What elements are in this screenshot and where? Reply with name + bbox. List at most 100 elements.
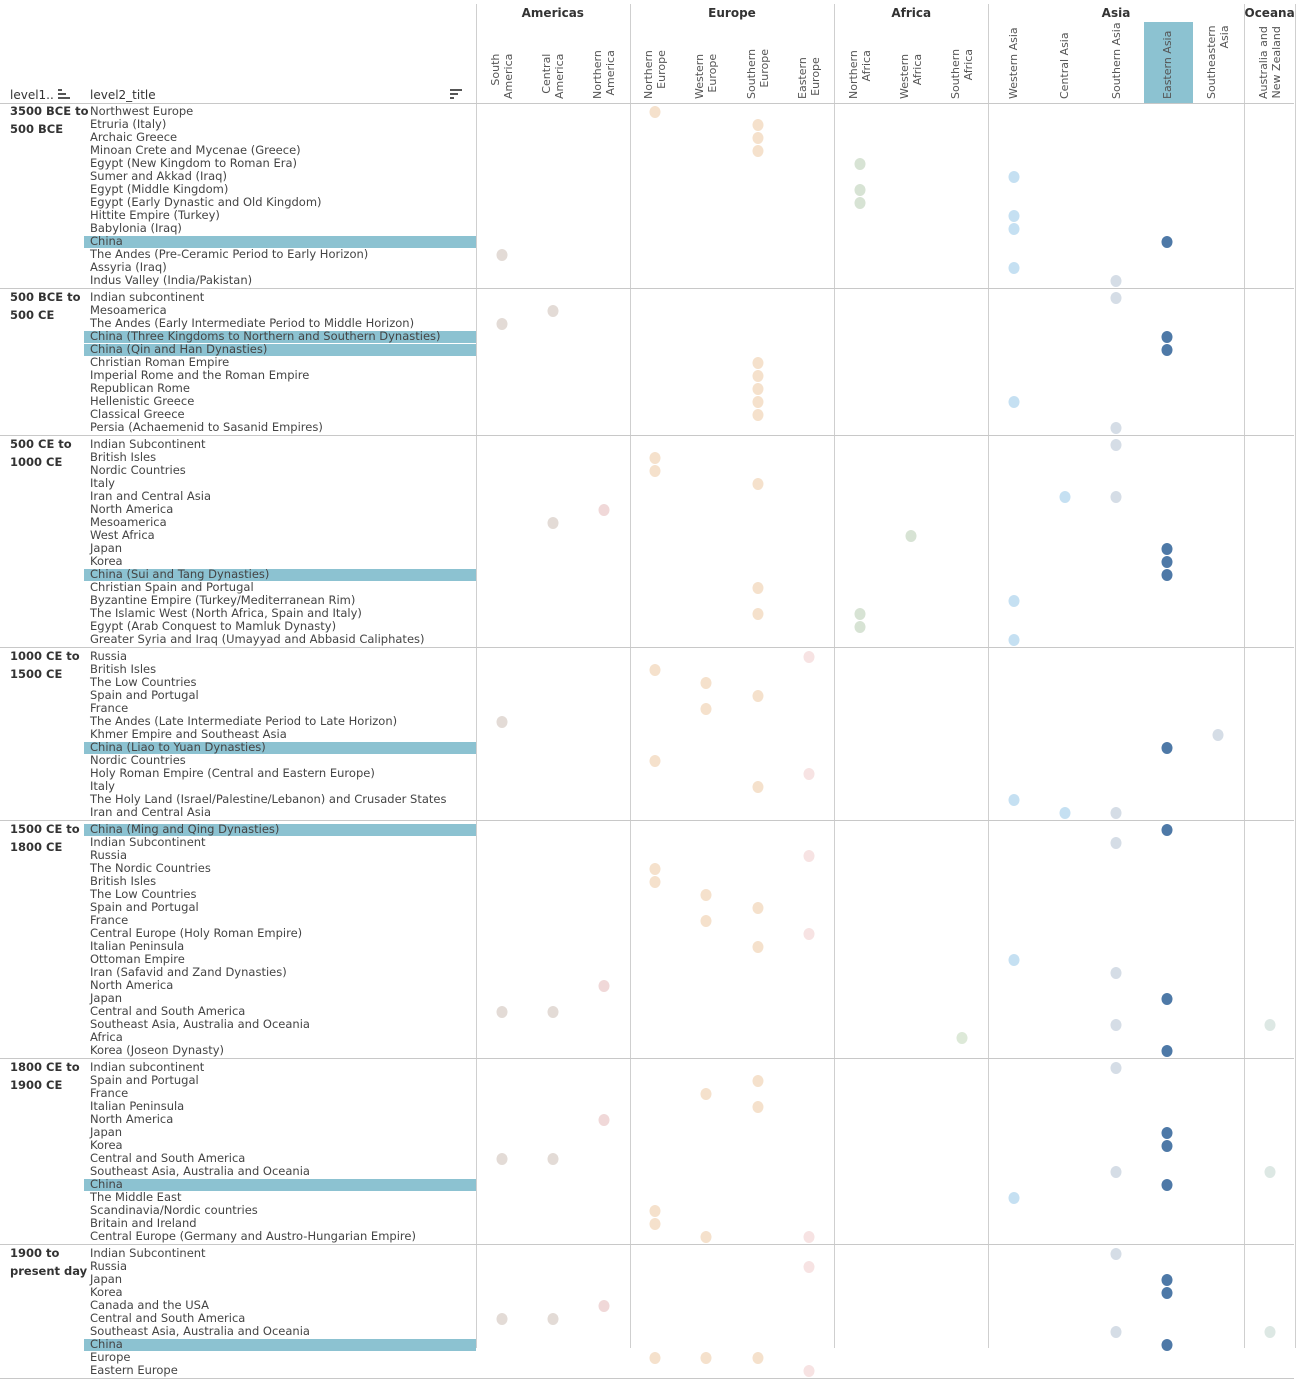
row-label[interactable]: China (Qin and Han Dynasties) [90, 342, 268, 356]
row-label[interactable]: The Andes (Late Intermediate Period to L… [90, 714, 398, 728]
row-label[interactable]: Spain and Portugal [90, 688, 199, 702]
row-label[interactable]: Southeast Asia, Australia and Oceania [90, 1017, 310, 1031]
row-label[interactable]: Mesoamerica [90, 515, 167, 529]
data-point[interactable] [649, 664, 661, 676]
data-point[interactable] [1008, 262, 1020, 274]
data-point[interactable] [1008, 634, 1020, 646]
highlighted-row[interactable] [84, 331, 476, 343]
data-point[interactable] [1008, 171, 1020, 183]
data-point[interactable] [1059, 807, 1071, 819]
data-point[interactable] [752, 1101, 764, 1113]
data-point[interactable] [1161, 344, 1173, 356]
data-point[interactable] [1161, 993, 1173, 1005]
row-label[interactable]: France [90, 701, 129, 715]
highlighted-row[interactable] [84, 344, 476, 356]
row-label[interactable]: Egypt (New Kingdom to Roman Era) [90, 156, 298, 170]
row-label[interactable]: Hittite Empire (Turkey) [90, 208, 220, 222]
row-label[interactable]: Central Europe (Holy Roman Empire) [90, 926, 303, 940]
data-point[interactable] [1161, 1140, 1173, 1152]
highlighted-row[interactable] [84, 742, 476, 754]
highlighted-row[interactable] [84, 236, 476, 248]
row-label[interactable]: Classical Greece [90, 407, 185, 421]
data-point[interactable] [1161, 236, 1173, 248]
row-label[interactable]: Russia [90, 848, 127, 862]
row-label[interactable]: China (Three Kingdoms to Northern and So… [90, 329, 441, 343]
data-point[interactable] [547, 1313, 559, 1325]
data-point[interactable] [700, 703, 712, 715]
data-point[interactable] [803, 1261, 815, 1273]
row-label[interactable]: Nordic Countries [90, 753, 186, 767]
data-point[interactable] [1110, 422, 1122, 434]
column-header[interactable]: Southern Asia [1109, 22, 1123, 99]
row-label[interactable]: Italy [90, 779, 115, 793]
data-point[interactable] [598, 980, 610, 992]
column-header[interactable]: Northern Europe [642, 50, 669, 99]
column-header[interactable]: Western Europe [693, 53, 720, 99]
data-point[interactable] [1008, 794, 1020, 806]
column-header[interactable]: Western Asia [1007, 27, 1021, 99]
highlighted-row[interactable] [84, 1179, 476, 1191]
row-label[interactable]: Indus Valley (India/Pakistan) [90, 273, 253, 287]
data-point[interactable] [547, 517, 559, 529]
data-point[interactable] [1161, 1127, 1173, 1139]
data-point[interactable] [803, 1365, 815, 1377]
data-point[interactable] [1110, 1062, 1122, 1074]
data-point[interactable] [700, 915, 712, 927]
data-point[interactable] [1110, 1326, 1122, 1338]
data-point[interactable] [649, 876, 661, 888]
data-point[interactable] [752, 132, 764, 144]
column-header[interactable]: Southeastern Asia [1205, 25, 1232, 99]
data-point[interactable] [649, 1218, 661, 1230]
row-label[interactable]: Africa [90, 1030, 123, 1044]
row-label[interactable]: Hellenistic Greece [90, 394, 195, 408]
row-label[interactable]: Central and South America [90, 1151, 246, 1165]
data-point[interactable] [752, 608, 764, 620]
row-label[interactable]: China (Ming and Qing Dynasties) [90, 822, 280, 836]
row-label[interactable]: Persia (Achaemenid to Sasanid Empires) [90, 420, 323, 434]
row-label[interactable]: Republican Rome [90, 381, 190, 395]
data-point[interactable] [854, 621, 866, 633]
data-point[interactable] [1161, 1287, 1173, 1299]
row-label[interactable]: Nordic Countries [90, 463, 186, 477]
data-point[interactable] [649, 106, 661, 118]
row-label[interactable]: Spain and Portugal [90, 900, 199, 914]
data-point[interactable] [700, 1352, 712, 1364]
data-point[interactable] [1110, 1248, 1122, 1260]
data-point[interactable] [1264, 1019, 1276, 1031]
sort-ascending-icon[interactable] [58, 89, 70, 99]
column-header[interactable]: Central America [539, 53, 566, 99]
data-point[interactable] [803, 768, 815, 780]
data-point[interactable] [803, 651, 815, 663]
row-label[interactable]: Indian Subcontinent [90, 1246, 206, 1260]
row-label[interactable]: Indian Subcontinent [90, 835, 206, 849]
row-label[interactable]: Central and South America [90, 1311, 246, 1325]
data-point[interactable] [1110, 439, 1122, 451]
row-label[interactable]: Canada and the USA [90, 1298, 210, 1312]
data-point[interactable] [1161, 824, 1173, 836]
row-label[interactable]: Christian Spain and Portugal [90, 580, 254, 594]
row-label[interactable]: Egypt (Early Dynastic and Old Kingdom) [90, 195, 322, 209]
data-point[interactable] [1161, 1339, 1173, 1351]
row-label[interactable]: Christian Roman Empire [90, 355, 230, 369]
row-label[interactable]: The Nordic Countries [90, 861, 211, 875]
highlighted-row[interactable] [84, 1339, 476, 1351]
data-point[interactable] [649, 755, 661, 767]
data-point[interactable] [547, 305, 559, 317]
row-label[interactable]: Greater Syria and Iraq (Umayyad and Abba… [90, 632, 425, 646]
data-point[interactable] [1264, 1166, 1276, 1178]
row-label[interactable]: North America [90, 978, 174, 992]
row-label[interactable]: Byzantine Empire (Turkey/Mediterranean R… [90, 593, 356, 607]
column-header[interactable]: Northern Africa [847, 50, 873, 99]
data-point[interactable] [1110, 807, 1122, 819]
highlighted-column-header[interactable] [1143, 22, 1193, 103]
data-point[interactable] [1059, 491, 1071, 503]
row-label[interactable]: Indian Subcontinent [90, 437, 206, 451]
column-header[interactable]: Southern Europe [744, 48, 771, 99]
row-label[interactable]: Babylonia (Iraq) [90, 221, 182, 235]
row-label[interactable]: Etruria (Italy) [90, 117, 167, 131]
row-label[interactable]: British Isles [90, 662, 157, 676]
row-label[interactable]: Sumer and Akkad (Iraq) [90, 169, 227, 183]
data-point[interactable] [752, 119, 764, 131]
data-point[interactable] [1161, 1179, 1173, 1191]
data-point[interactable] [752, 370, 764, 382]
